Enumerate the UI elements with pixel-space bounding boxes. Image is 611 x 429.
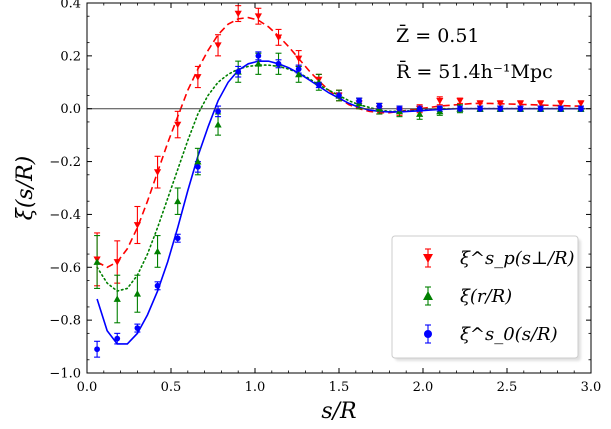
- data-point-2: [436, 105, 443, 112]
- data-point-2: [416, 105, 423, 112]
- y-tick-label: −0.6: [49, 261, 81, 276]
- data-point-2: [114, 335, 121, 342]
- data-point-2: [457, 105, 463, 112]
- x-tick-label: 3.0: [581, 380, 602, 395]
- data-point-0: [516, 100, 525, 108]
- y-tick-label: −0.8: [49, 314, 81, 329]
- data-point-2: [336, 92, 342, 99]
- data-point-2: [537, 105, 544, 112]
- fit-curve-0: [96, 16, 585, 269]
- data-point-1: [153, 247, 162, 255]
- legend-marker-1: [423, 291, 433, 300]
- data-point-0: [153, 169, 162, 176]
- data-point-0: [295, 55, 303, 63]
- legend-label-2: ξ^s_0(s/R): [460, 324, 558, 345]
- data-point-0: [214, 42, 222, 49]
- data-point-2: [154, 282, 161, 289]
- x-tick-label: 2.0: [413, 380, 434, 395]
- data-point-1: [133, 290, 141, 297]
- x-tick-label: 1.0: [245, 380, 266, 395]
- data-point-2: [174, 235, 181, 242]
- axis-ticks: [86, 2, 592, 374]
- data-point-2: [376, 103, 383, 109]
- data-point-0: [133, 222, 141, 229]
- data-point-2: [215, 108, 221, 115]
- data-point-0: [436, 97, 444, 105]
- legend: ξ^s_p(s⊥/R) ξ(r/R) ξ^s_0(s/R): [391, 235, 579, 359]
- y-axis-label: ξ(s/R): [13, 156, 38, 221]
- data-point-0: [476, 100, 484, 108]
- data-point-2: [557, 105, 564, 112]
- y-tick-label: 0.2: [60, 49, 81, 64]
- legend-label-1: ξ(r/R): [460, 286, 512, 307]
- data-point-2: [94, 346, 100, 353]
- data-point-0: [537, 100, 545, 108]
- data-point-1: [416, 110, 424, 117]
- data-point-2: [517, 105, 524, 112]
- data-point-2: [578, 105, 584, 112]
- y-tick-label: −0.4: [49, 208, 81, 223]
- data-point-2: [356, 97, 363, 104]
- data-point-1: [214, 120, 222, 128]
- data-point-2: [255, 52, 262, 59]
- data-point-2: [295, 66, 302, 72]
- x-tick-label: 0.5: [161, 380, 182, 395]
- data-point-0: [557, 100, 565, 108]
- x-axis-label: s/R: [321, 399, 356, 424]
- tick-labels: 0.0 0.5 1.0 1.5 2.0 2.5 3.0 −1.0 −0.8 −0.6 −0.4 −0.…: [49, 0, 601, 395]
- y-tick-label: −0.2: [49, 155, 81, 170]
- y-tick-label: 0.4: [60, 0, 81, 12]
- data-point-2: [235, 68, 242, 75]
- y-tick-label: 0.0: [60, 102, 81, 117]
- legend-marker-0: [423, 254, 433, 263]
- data-point-2: [134, 325, 141, 331]
- data-point-2: [497, 105, 504, 112]
- data-point-1: [295, 70, 303, 78]
- data-point-0: [496, 100, 504, 108]
- data-point-0: [194, 74, 202, 81]
- x-tick-label: 0.0: [77, 380, 98, 395]
- data-point-1: [254, 60, 262, 67]
- data-point-1: [113, 295, 121, 302]
- y-tick-label: −1.0: [49, 367, 81, 382]
- x-tick-label: 2.5: [497, 380, 518, 395]
- data-point-1: [194, 157, 202, 165]
- legend-label-0: ξ^s_p(s⊥/R): [460, 248, 575, 269]
- data-point-0: [274, 34, 283, 41]
- data-markers: [93, 10, 585, 353]
- data-point-0: [113, 259, 121, 266]
- data-point-0: [234, 10, 242, 18]
- annotation-mean-redshift: Z̄ = 0.51: [396, 24, 480, 47]
- data-point-1: [93, 258, 101, 265]
- annotation-mean-radius: R̄ = 51.4h⁻¹Mpc: [396, 60, 553, 83]
- data-point-2: [396, 105, 403, 112]
- data-point-0: [456, 97, 464, 105]
- data-point-0: [254, 13, 262, 20]
- legend-marker-2: [424, 330, 432, 338]
- data-point-0: [174, 121, 182, 129]
- data-point-0: [577, 100, 585, 108]
- x-tick-label: 1.5: [329, 380, 350, 395]
- data-point-2: [275, 60, 282, 67]
- data-point-2: [315, 82, 322, 88]
- data-point-2: [195, 163, 201, 170]
- data-point-1: [174, 197, 182, 205]
- data-point-2: [477, 105, 483, 112]
